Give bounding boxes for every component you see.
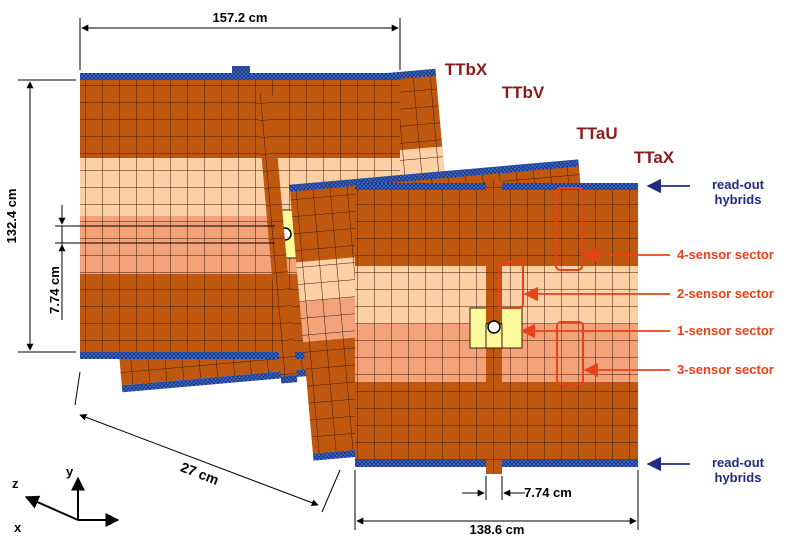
two-sensor-highlight bbox=[498, 261, 524, 309]
readout-top-line2: hybrids bbox=[715, 192, 762, 207]
beam-pipe-a bbox=[487, 320, 501, 334]
dimension-lines bbox=[18, 18, 639, 530]
readout-bottom-line2: hybrids bbox=[715, 470, 762, 485]
coordinate-axes bbox=[24, 476, 120, 527]
ttbv-center-column bbox=[256, 92, 298, 384]
layer-ttau-label: TTaU bbox=[576, 124, 617, 143]
sector-arrows bbox=[520, 247, 670, 378]
four-sensor-label: 4-sensor sector bbox=[677, 247, 774, 262]
dim-separation-label: 27 cm bbox=[178, 459, 221, 488]
layer-ttbv-label: TTbV bbox=[502, 83, 545, 102]
readout-bottom-line1: read-out bbox=[712, 455, 765, 470]
readout-arrows bbox=[646, 178, 690, 472]
layer-ttax-label: TTaX bbox=[634, 148, 675, 167]
one-sensor-label: 1-sensor sector bbox=[677, 323, 774, 338]
ttax-layer bbox=[355, 180, 638, 474]
dim-height-b-label: 132.4 cm bbox=[4, 189, 19, 244]
three-sensor-highlight bbox=[556, 321, 584, 385]
axis-y-label: y bbox=[66, 464, 74, 479]
dim-width-a-label: 138.6 cm bbox=[470, 522, 525, 536]
four-sensor-highlight bbox=[555, 187, 583, 271]
layer-ttbx-label: TTbX bbox=[445, 60, 488, 79]
readout-top-line1: read-out bbox=[712, 177, 765, 192]
dim-width-b-label: 157.2 cm bbox=[213, 10, 268, 25]
dim-sector-a-label: 7.74 cm bbox=[524, 485, 572, 500]
axis-z-label: z bbox=[12, 476, 19, 491]
three-sensor-label: 3-sensor sector bbox=[677, 362, 774, 377]
two-sensor-label: 2-sensor sector bbox=[677, 286, 774, 301]
dim-sector-b-label: 7.74 cm bbox=[47, 266, 62, 314]
axis-x-label: x bbox=[14, 520, 22, 535]
